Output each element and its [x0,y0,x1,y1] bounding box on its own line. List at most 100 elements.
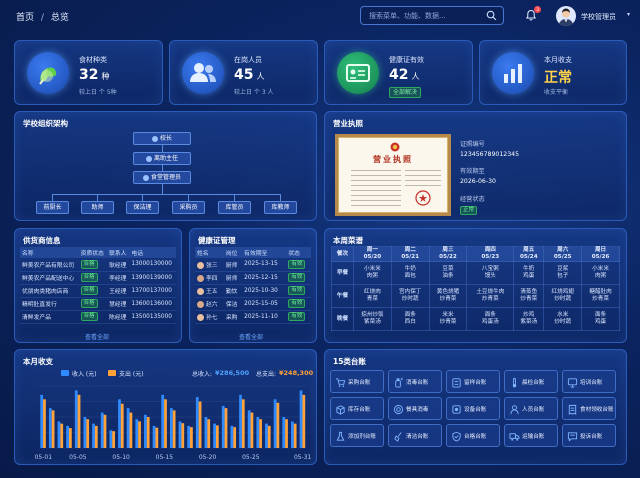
menu-cell[interactable]: 炒鸡 紫菜汤 [513,307,545,331]
expense-bar[interactable] [172,410,176,448]
health-view-all-link[interactable]: 查看全部 [239,334,264,341]
income-bar[interactable] [57,421,61,448]
ledger-button[interactable]: 留样台账 [446,370,500,393]
income-bar[interactable] [273,399,277,448]
income-bar[interactable] [144,414,147,448]
menu-cell[interactable]: 糖醋肚肉 炒青菜 [581,284,620,308]
menu-cell[interactable]: 面条 鸡蛋 [581,307,620,331]
expense-bar[interactable] [285,419,288,448]
expense-bar[interactable] [233,427,237,448]
org-node-staff[interactable]: 前厨长 [36,201,69,214]
menu-cell[interactable]: 黄色烧猪 炒青菜 [428,284,468,308]
menu-cell[interactable]: 红烧鸡翅 炒时蔬 [543,284,583,308]
ledger-button[interactable]: 培训台账 [562,370,616,393]
expense-bar[interactable] [69,428,72,448]
income-bar[interactable] [204,417,208,448]
income-bar[interactable] [187,425,191,448]
ledger-button[interactable]: 台格台账 [446,424,500,447]
ledger-button[interactable]: 消毒台账 [388,370,442,393]
expense-bar[interactable] [155,427,159,448]
income-bar[interactable] [178,421,182,448]
expense-bar[interactable] [94,425,98,448]
income-bar[interactable] [109,430,113,448]
table-row[interactable]: 优朋肉类猪肉店商 合格 王经理 13700137000 [20,284,176,298]
income-bar[interactable] [92,423,95,448]
income-bar[interactable] [152,425,156,448]
org-node-staff[interactable]: 库管员 [218,201,251,214]
menu-cell[interactable]: 土豆烧牛肉 炒青菜 [466,284,515,308]
income-bar[interactable] [299,390,303,448]
menu-cell[interactable]: 小米米 肉粥 [353,261,392,285]
ledger-button[interactable]: 晨检台账 [504,370,558,393]
supplier-view-all-link[interactable]: 查看全部 [85,334,110,341]
expense-bar[interactable] [103,414,107,448]
license-image[interactable]: 营业执照 [335,134,451,216]
menu-cell[interactable]: 牛奶 面包 [390,261,430,285]
menu-cell[interactable]: 八宝粥 馒头 [466,261,515,285]
income-bar[interactable] [74,390,78,448]
org-node-principal[interactable]: 校长 [133,132,191,145]
ledger-button[interactable]: 人员台账 [504,397,558,420]
expense-bar[interactable] [77,394,81,448]
menu-cell[interactable]: 宫内保丁 炒时蔬 [390,284,430,308]
expense-bar[interactable] [302,394,306,448]
income-bar[interactable] [169,408,173,448]
expense-bar[interactable] [181,423,185,448]
ledger-button[interactable]: 投诉台账 [562,424,616,447]
income-bar[interactable] [291,421,294,448]
income-bar[interactable] [230,425,234,448]
income-bar[interactable] [126,408,130,448]
breadcrumb-home[interactable]: 首页 [16,13,35,23]
expense-bar[interactable] [138,421,141,448]
ledger-button[interactable]: 添加剂台账 [330,424,384,447]
ledger-button[interactable]: 食材领收台账 [562,397,616,420]
chevron-down-icon[interactable]: ▾ [627,11,631,18]
table-row[interactable]: 赵六 保洁 2025-15-05 有效 [195,297,311,311]
expense-bar[interactable] [224,408,228,448]
table-row[interactable]: 鲜美农产品配送中心 合格 李经理 13900139000 [20,271,176,285]
expense-bar[interactable] [86,419,90,448]
user-name[interactable]: 学校管理员 [581,13,616,21]
search-icon[interactable] [486,10,497,21]
ledger-button[interactable]: 运输台账 [504,424,558,447]
table-row[interactable]: 王五 勤饮 2025-10-30 有效 [195,284,311,298]
org-node-staff[interactable]: 助师 [81,201,114,214]
expense-bar[interactable] [207,419,211,448]
org-node-director[interactable]: 离助主任 [133,152,191,165]
expense-bar[interactable] [146,417,150,448]
org-node-staff[interactable]: 库教师 [264,201,297,214]
expense-bar[interactable] [51,410,55,448]
ledger-button[interactable]: 库存台账 [330,397,384,420]
income-bar[interactable] [40,394,44,448]
income-bar[interactable] [221,405,225,448]
income-bar[interactable] [213,423,216,448]
income-bar[interactable] [161,394,165,448]
table-row[interactable]: 鲜美农产品有限公司 合格 耿经理 13000130000 [20,258,176,272]
ledger-button[interactable]: 采购台账 [330,370,384,393]
table-row[interactable]: 精明肚直发行 合格 慧经理 13600136000 [20,297,176,311]
menu-cell[interactable]: 水米 炒时蔬 [543,307,583,331]
search-box[interactable]: 搜索菜单、功能、数据... [360,6,504,25]
menu-cell[interactable]: 掠州炒饭 紫菜汤 [353,307,392,331]
org-node-staff[interactable]: 保洁理 [126,201,159,214]
table-row[interactable]: 孙七 采购 2025-11-10 有效 [195,310,311,324]
expense-bar[interactable] [120,403,124,448]
menu-cell[interactable]: 米米 炒青菜 [428,307,468,331]
income-bar[interactable] [195,397,199,448]
menu-cell[interactable]: 豆菜 油条 [428,261,468,285]
menu-cell[interactable]: 豆浆 包子 [543,261,583,285]
menu-cell[interactable]: 面条 鸡蛋汤 [466,307,515,331]
org-node-staff[interactable]: 采购员 [172,201,205,214]
menu-cell[interactable]: 面条 西白 [390,307,430,331]
expense-bar[interactable] [129,412,133,448]
org-node-canteen-manager[interactable]: 食堂管理员 [133,171,191,184]
table-row[interactable]: 张三 厨师 2025-13-15 有效 [195,258,311,272]
expense-bar[interactable] [112,431,115,448]
expense-bar[interactable] [267,425,271,448]
expense-bar[interactable] [60,423,64,448]
expense-bar[interactable] [43,399,46,448]
bell-icon[interactable] [525,9,537,21]
income-bar[interactable] [118,399,121,448]
expense-bar[interactable] [259,419,262,448]
menu-cell[interactable]: 红烧肉 青菜 [353,284,392,308]
